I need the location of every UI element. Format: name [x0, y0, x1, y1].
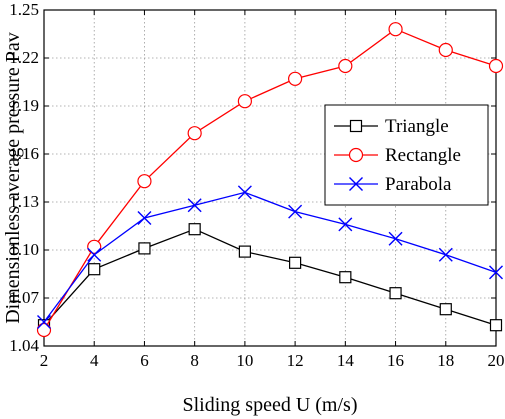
y-tick-label: 1.25 — [9, 0, 39, 19]
plot-area-frame — [43, 9, 497, 347]
series-line-rectangle — [43, 28, 497, 331]
legend-marker-parabola — [349, 177, 363, 191]
x-marker-stroke — [288, 204, 303, 219]
legend-label-triangle: Triangle — [385, 116, 449, 137]
x-marker-stroke — [489, 265, 503, 280]
legend-label-parabola: Parabola — [385, 174, 452, 195]
data-point-parabola — [288, 204, 303, 219]
x-tick-label: 14 — [337, 351, 355, 370]
y-tick-label: 1.04 — [9, 336, 39, 355]
data-point-triangle — [339, 271, 352, 284]
x-tick-label: 10 — [236, 351, 253, 370]
x-marker-stroke — [338, 217, 353, 232]
data-point-parabola — [388, 231, 403, 246]
series-line-triangle — [43, 228, 497, 326]
data-point-parabola — [87, 247, 102, 262]
x-axis-label: Sliding speed U (m/s) — [183, 394, 358, 416]
legend-marker-triangle — [349, 119, 363, 133]
data-point-parabola — [489, 265, 503, 280]
data-point-triangle — [389, 287, 402, 300]
data-point-rectangle — [488, 58, 504, 74]
x-tick-label: 8 — [190, 351, 199, 370]
data-point-parabola — [338, 217, 353, 232]
legend-label-rectangle: Rectangle — [385, 145, 461, 166]
x-marker-stroke — [349, 177, 363, 191]
data-point-rectangle — [36, 322, 52, 338]
x-marker-stroke — [237, 185, 252, 200]
x-marker-stroke — [37, 315, 51, 329]
x-tick-label: 16 — [387, 351, 404, 370]
data-point-rectangle — [187, 126, 202, 141]
y-tick-label: 1.19 — [9, 96, 39, 115]
y-tick-label: 1.13 — [9, 192, 39, 211]
data-point-parabola — [438, 247, 453, 262]
data-point-rectangle — [338, 58, 353, 74]
data-point-rectangle — [388, 22, 403, 37]
x-marker-stroke — [438, 247, 453, 262]
y-tick-label: 1.22 — [9, 48, 39, 67]
y-axis-label: Dimensionless average pressure Pav — [2, 32, 24, 324]
data-point-parabola — [137, 211, 152, 225]
data-point-triangle — [289, 256, 302, 269]
data-point-rectangle — [87, 239, 102, 254]
legend: Triangle Rectangle Parabola — [324, 104, 489, 206]
data-point-triangle — [88, 263, 101, 276]
data-point-rectangle — [137, 174, 152, 189]
data-point-rectangle — [438, 42, 453, 58]
x-tick-label: 4 — [90, 351, 99, 370]
x-tick-label: 18 — [437, 351, 454, 370]
x-tick-label: 2 — [40, 351, 49, 370]
y-tick-label: 1.16 — [9, 144, 39, 163]
data-point-triangle — [489, 319, 503, 332]
data-point-triangle — [439, 303, 452, 316]
x-marker-stroke — [388, 231, 403, 246]
x-tick-label: 12 — [287, 351, 304, 370]
y-tick-label: 1.07 — [9, 288, 39, 307]
x-marker-stroke — [187, 198, 202, 213]
x-tick-label: 20 — [488, 351, 505, 370]
series-line-parabola — [43, 191, 497, 323]
data-point-triangle — [238, 245, 251, 258]
x-tick-label: 6 — [140, 351, 149, 370]
data-point-triangle — [188, 223, 201, 236]
data-point-rectangle — [237, 94, 252, 109]
x-marker-stroke — [137, 211, 152, 225]
x-marker-stroke — [87, 247, 102, 262]
data-series — [36, 22, 504, 338]
data-point-parabola — [237, 185, 252, 200]
axis-ticks: 2 4 6 8 10 12 14 16 18 20 1.04 1.07 1.10 1.13 1.16 1.19… — [9, 0, 504, 370]
data-point-parabola — [37, 315, 51, 329]
data-point-parabola — [187, 198, 202, 213]
data-point-rectangle — [288, 71, 303, 86]
legend-marker-rectangle — [348, 147, 364, 163]
y-tick-label: 1.10 — [9, 240, 39, 259]
data-point-triangle — [138, 242, 151, 255]
